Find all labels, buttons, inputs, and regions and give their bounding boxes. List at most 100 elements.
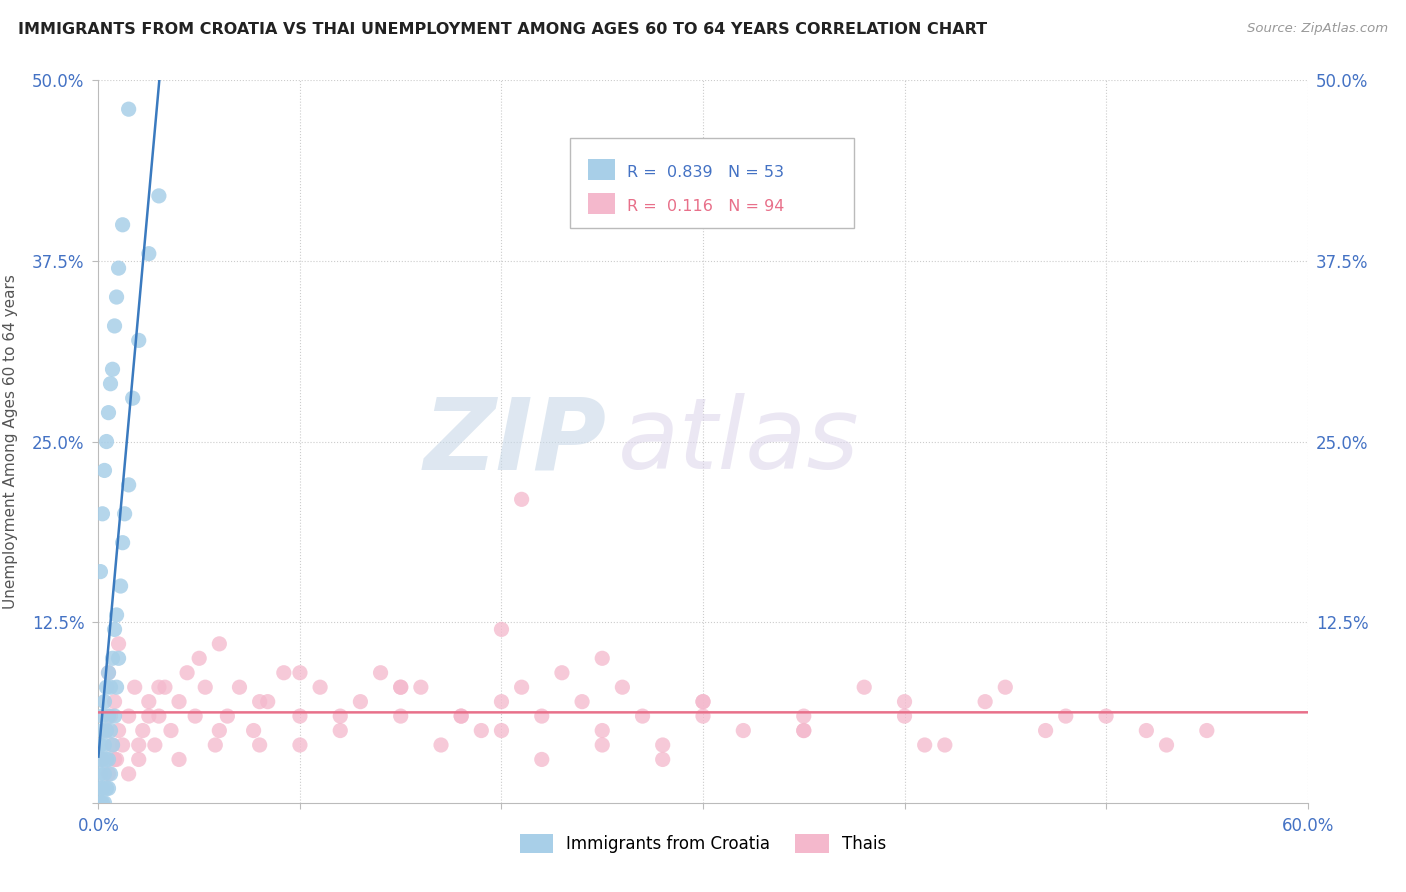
Point	[103, 695, 125, 709]
Text: R =  0.116   N = 94: R = 0.116 N = 94	[627, 199, 785, 214]
Point	[551, 665, 574, 680]
Point	[176, 665, 198, 680]
Point	[118, 478, 141, 492]
Point	[124, 680, 146, 694]
Point	[118, 767, 141, 781]
Y-axis label: Unemployment Among Ages 60 to 64 years: Unemployment Among Ages 60 to 64 years	[3, 274, 18, 609]
Point	[103, 623, 125, 637]
Point	[1035, 723, 1057, 738]
Point	[309, 680, 332, 694]
Point	[97, 752, 120, 766]
Point	[91, 709, 114, 723]
Text: atlas: atlas	[619, 393, 860, 490]
Point	[148, 680, 170, 694]
Point	[1195, 723, 1218, 738]
Point	[101, 738, 124, 752]
Point	[153, 680, 176, 694]
Point	[132, 723, 155, 738]
Point	[96, 434, 118, 449]
Point	[96, 781, 118, 796]
Point	[470, 723, 492, 738]
Point	[450, 709, 472, 723]
Text: Source: ZipAtlas.com: Source: ZipAtlas.com	[1247, 22, 1388, 36]
Point	[217, 709, 239, 723]
Point	[91, 781, 114, 796]
Point	[128, 752, 150, 766]
Point	[91, 752, 114, 766]
Point	[204, 738, 226, 752]
Point	[591, 723, 613, 738]
Point	[103, 752, 125, 766]
Point	[118, 709, 141, 723]
Point	[107, 651, 129, 665]
Point	[1095, 709, 1118, 723]
Point	[349, 695, 371, 709]
Point	[288, 665, 311, 680]
Point	[409, 680, 432, 694]
Point	[329, 709, 352, 723]
Point	[853, 680, 876, 694]
Point	[510, 492, 533, 507]
Point	[591, 651, 613, 665]
Point	[93, 463, 115, 477]
Point	[242, 723, 264, 738]
Point	[692, 695, 714, 709]
Point	[111, 218, 134, 232]
Point	[430, 738, 453, 752]
Point	[100, 680, 122, 694]
Point	[893, 709, 915, 723]
Text: R =  0.839   N = 53: R = 0.839 N = 53	[627, 165, 783, 180]
Point	[118, 102, 141, 116]
Point	[91, 796, 114, 810]
Point	[138, 709, 160, 723]
Point	[184, 709, 207, 723]
Point	[105, 607, 128, 622]
Point	[793, 709, 815, 723]
Point	[692, 709, 714, 723]
Point	[160, 723, 183, 738]
Point	[89, 752, 111, 766]
Point	[148, 709, 170, 723]
Point	[273, 665, 295, 680]
Point	[96, 680, 118, 694]
Point	[96, 752, 118, 766]
Point	[100, 767, 122, 781]
Point	[651, 752, 673, 766]
Point	[893, 695, 915, 709]
Point	[111, 535, 134, 549]
Point	[91, 723, 114, 738]
Point	[91, 507, 114, 521]
Point	[793, 723, 815, 738]
Point	[194, 680, 217, 694]
FancyBboxPatch shape	[588, 194, 614, 214]
Point	[138, 695, 160, 709]
Point	[101, 738, 124, 752]
Point	[97, 781, 120, 796]
Point	[651, 738, 673, 752]
Point	[143, 738, 166, 752]
Point	[329, 723, 352, 738]
Point	[692, 695, 714, 709]
Point	[612, 680, 634, 694]
Point	[530, 752, 553, 766]
Point	[105, 680, 128, 694]
Point	[111, 738, 134, 752]
Point	[89, 781, 111, 796]
Point	[1156, 738, 1178, 752]
Point	[1135, 723, 1157, 738]
Point	[249, 695, 271, 709]
Point	[100, 709, 122, 723]
Point	[100, 376, 122, 391]
Point	[148, 189, 170, 203]
Point	[138, 246, 160, 260]
Point	[631, 709, 654, 723]
Point	[103, 709, 125, 723]
Point	[256, 695, 278, 709]
Point	[389, 709, 412, 723]
Point	[89, 738, 111, 752]
Point	[97, 767, 120, 781]
Point	[97, 665, 120, 680]
Point	[228, 680, 250, 694]
Point	[89, 796, 111, 810]
Point	[101, 362, 124, 376]
